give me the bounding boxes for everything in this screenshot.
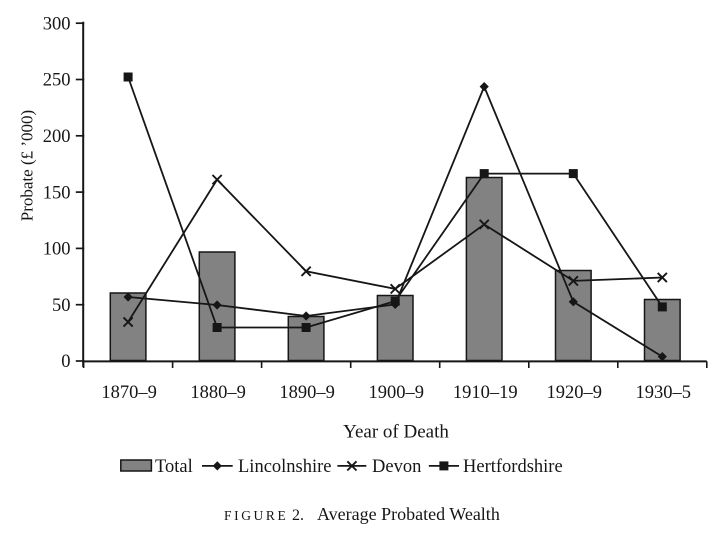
svg-text:1930–5: 1930–5 bbox=[636, 383, 692, 403]
svg-text:1890–9: 1890–9 bbox=[279, 383, 335, 403]
svg-text:1900–9: 1900–9 bbox=[368, 383, 424, 403]
svg-text:200: 200 bbox=[43, 127, 71, 147]
svg-text:300: 300 bbox=[43, 14, 71, 34]
svg-text:250: 250 bbox=[43, 71, 71, 91]
svg-text:150: 150 bbox=[43, 183, 71, 203]
svg-text:FIGURE: FIGURE bbox=[224, 508, 288, 523]
svg-text:1880–9: 1880–9 bbox=[190, 383, 246, 403]
svg-text:50: 50 bbox=[52, 296, 71, 316]
svg-text:2.: 2. bbox=[292, 507, 304, 524]
svg-text:0: 0 bbox=[61, 352, 70, 372]
svg-text:Year of Death: Year of Death bbox=[343, 422, 449, 443]
svg-text:Total: Total bbox=[155, 457, 193, 477]
svg-text:Probate (£ ’000): Probate (£ ’000) bbox=[18, 110, 37, 221]
svg-text:100: 100 bbox=[43, 240, 71, 260]
svg-text:Lincolnshire: Lincolnshire bbox=[238, 457, 332, 477]
svg-text:1920–9: 1920–9 bbox=[547, 383, 603, 403]
svg-text:1870–9: 1870–9 bbox=[101, 383, 157, 403]
svg-text:Devon: Devon bbox=[372, 457, 421, 477]
svg-text:Average Probated Wealth: Average Probated Wealth bbox=[317, 504, 500, 524]
svg-text:Hertfordshire: Hertfordshire bbox=[463, 457, 563, 477]
svg-text:1910–19: 1910–19 bbox=[453, 383, 518, 403]
